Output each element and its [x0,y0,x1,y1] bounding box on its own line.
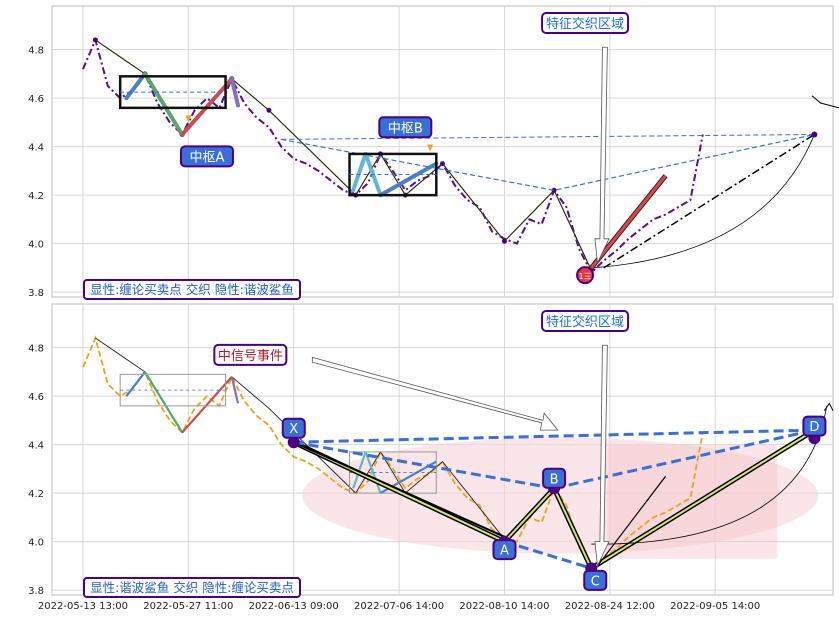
feature-zone-label-box [541,11,630,34]
harmonic-leg [590,429,815,570]
signal-event-label: 中信号事件 [218,349,283,364]
harmonic-label-d: D [809,420,819,435]
y-tick-label: 4.8 [28,344,44,355]
x-tick-label: 2022-08-10 14:00 [459,601,549,612]
x-axis: 2022-05-13 13:00 2022-05-27 11:00 2022-06-… [38,601,760,612]
rise-stroke [590,174,667,269]
projection-line [281,134,815,140]
harmonic-label-d-box [802,415,827,437]
bi-stroke-up [352,451,367,489]
harmonic-leg [553,487,593,569]
y-tick-label: 4.6 [28,392,44,403]
pivot-point [266,107,272,113]
harmonic-label-c-box [583,569,608,591]
legend-text: 显性:缠论买卖点 交织 隐性:谐波鲨鱼 [90,282,294,297]
zhongshu-a-label: 中枢A [190,150,225,165]
harmonic-label-b-box [542,467,567,489]
bi-stroke-up [181,376,233,434]
x-tick-label: 2022-09-05 14:00 [670,601,760,612]
target-marker [811,95,839,109]
bi-stroke-up [124,71,147,101]
bi-stroke-up [378,161,439,198]
harmonic-leg [503,487,555,543]
pivot-point [440,161,445,167]
harmonic-dashed-line [293,428,815,444]
harmonic-label-a: A [500,544,509,559]
signal-event-label-box [213,343,288,366]
zhongshu-a-label-box [179,145,234,168]
harmonic-label-c: C [591,574,600,589]
feature-zone-label: 特征交织区域 [546,314,624,330]
price-line [82,36,704,275]
zhongshu-b-arrow [427,144,434,152]
pivot-point [92,37,98,43]
zhongshu-b-label-box [378,116,433,139]
harmonic-label-x: X [289,422,298,437]
harmonic-label-a-box [492,539,517,561]
target-marker [823,402,834,411]
y-tick-label: 4.6 [28,94,44,105]
y-tick-label: 4.8 [28,46,44,57]
bi-stroke-up [125,371,146,397]
legend-box [83,577,301,598]
buy-point-label: 1三 [579,272,592,281]
legend-box [83,279,301,300]
zhongshu-b-label: 中枢B [388,121,423,136]
bottom-panel: 3.8 4.0 4.2 4.4 4.6 4.8 X A B C D 特征交织区域中信号事件显性:谐波鲨… [28,303,834,598]
harmonic-dashed-line [504,540,592,570]
y-tick-label: 4.2 [28,489,44,500]
zhongshu-a-arrow [185,115,192,123]
bi-stroke-down [229,76,240,108]
target-line [603,133,815,269]
y-tick-label: 3.8 [28,586,44,597]
pivot-point [551,187,557,193]
pivot-point [501,238,507,244]
x-tick-label: 2022-06-13 09:00 [249,601,339,612]
x-tick-label: 2022-08-24 12:00 [565,601,655,612]
harmonic-label-x-box [281,417,306,439]
harmonic-point [287,436,300,449]
feature-zone-label: 特征交织区域 [546,16,624,32]
buy-point-marker [576,266,595,285]
legend-text: 显性:谐波鲨鱼 交织 隐性:缠论买卖点 [90,580,294,595]
signal-event-arrow [311,356,559,431]
bi-stroke-down [230,376,240,404]
y-tick-label: 4.4 [28,441,44,452]
bi-stroke-up [351,151,368,193]
y-tick-label: 3.8 [28,288,44,299]
target-arc [591,134,815,269]
feature-zone-arrow [594,46,610,265]
projection-line [281,133,815,191]
top-panel: 3.8 4.0 4.2 4.4 4.6 4.8 中枢A 中枢B 特征交织区域 1三显性:缠论买卖点… [28,5,839,300]
y-tick-label: 4.4 [28,143,44,154]
x-tick-label: 2022-05-13 13:00 [38,601,128,612]
bi-stroke-down [364,451,382,494]
bi-stroke-down [143,71,185,137]
y-tick-label: 4.0 [28,538,44,549]
harmonic-label-b: B [550,472,559,487]
y-tick-label: 4.2 [28,191,44,202]
y-tick-label: 4.0 [28,240,44,251]
bi-stroke-down [144,371,184,434]
rise-line [597,475,667,567]
target-point [811,131,818,138]
feature-zone-label-box [541,309,630,332]
x-tick-label: 2022-07-06 14:00 [354,601,444,612]
feature-zone-arrow [594,344,610,568]
harmonic-leg-twin [293,441,505,538]
x-tick-label: 2022-05-27 11:00 [143,601,233,612]
